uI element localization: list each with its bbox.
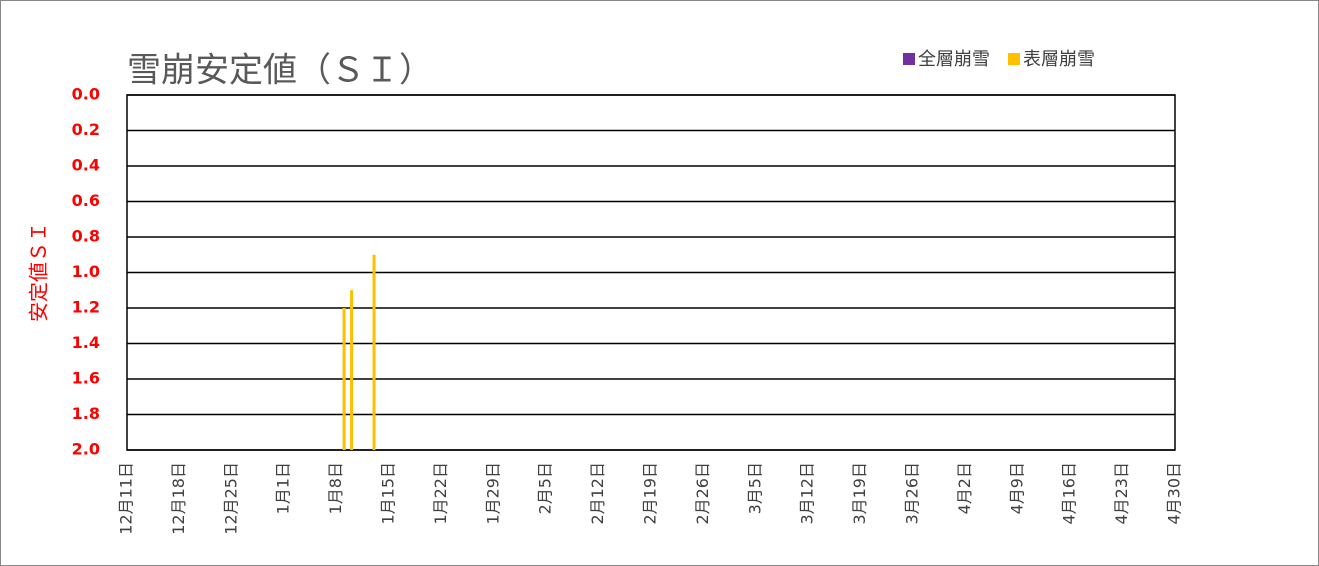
x-tick-label: 3月12日 [798, 462, 817, 525]
x-tick-label: 4月23日 [1112, 462, 1131, 525]
legend-swatch [1008, 53, 1020, 65]
x-tick-label: 12月25日 [221, 462, 240, 535]
x-tick-label: 1月29日 [483, 462, 502, 525]
y-tick-label: 1.0 [72, 262, 100, 281]
x-tick-label: 3月19日 [850, 462, 869, 525]
x-tick-label: 4月2日 [955, 462, 974, 514]
x-tick-label: 1月15日 [379, 462, 398, 525]
plot-border [126, 94, 1176, 451]
x-tick-label: 3月5日 [745, 462, 764, 514]
y-tick-label: 1.8 [72, 404, 100, 423]
bar [372, 254, 376, 450]
x-tick-label: 4月16日 [1060, 462, 1079, 525]
x-tick-label: 2月5日 [536, 462, 555, 514]
x-tick-label: 2月12日 [588, 462, 607, 525]
y-tick-label: 2.0 [72, 440, 100, 459]
bar [350, 290, 354, 450]
x-tick-label: 1月22日 [431, 462, 450, 525]
legend-label: 全層崩雪 [918, 49, 990, 70]
y-tick-label: 1.6 [72, 369, 100, 388]
x-tick-label: 4月30日 [1165, 462, 1184, 525]
legend-label: 表層崩雪 [1023, 49, 1095, 70]
x-tick-label: 1月8日 [326, 462, 345, 514]
y-tick-label: 0.4 [72, 156, 100, 175]
y-tick-label: 1.4 [72, 333, 100, 352]
x-tick-label: 12月18日 [169, 462, 188, 535]
bar [342, 308, 346, 450]
x-tick-label: 12月11日 [117, 462, 136, 535]
y-tick-label: 0.2 [72, 120, 100, 139]
x-tick-label: 3月26日 [903, 462, 922, 525]
x-tick-label: 2月26日 [693, 462, 712, 525]
y-axis-label: 安定値ＳＩ [27, 222, 51, 322]
y-tick-label: 0.8 [72, 227, 100, 246]
y-tick-label: 0.6 [72, 191, 100, 210]
chart-title: 雪崩安定値（ＳＩ） [127, 51, 433, 91]
x-tick-label: 1月1日 [274, 462, 293, 514]
legend-swatch [903, 53, 915, 65]
y-tick-label: 1.2 [72, 298, 100, 317]
x-tick-label: 4月9日 [1007, 462, 1026, 514]
y-tick-label: 0.0 [72, 85, 100, 104]
x-tick-label: 2月19日 [641, 462, 660, 525]
